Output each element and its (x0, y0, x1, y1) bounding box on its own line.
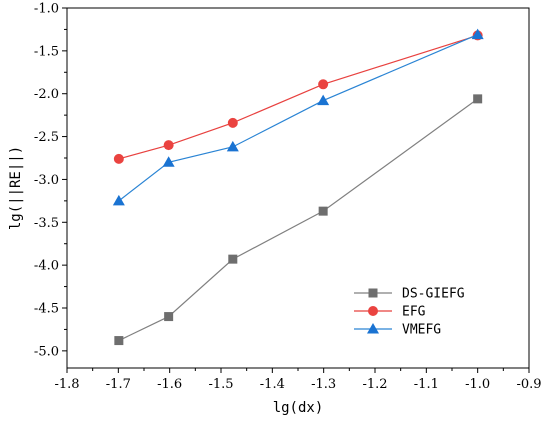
data-point-ds-giefg (228, 254, 238, 264)
data-point-efg (318, 79, 329, 90)
data-point-ds-giefg (318, 206, 328, 216)
x-axis-title: lg(dx) (273, 400, 324, 416)
data-point-ds-giefg (114, 336, 124, 346)
x-tick-label: -1.2 (362, 377, 387, 392)
y-tick-label: -2.0 (34, 87, 59, 102)
x-tick-label: -1.0 (465, 377, 490, 392)
y-tick-label: -2.5 (34, 130, 59, 145)
legend: DS-GIEFG EFG VMEFG (354, 287, 465, 338)
x-tick-label: -1.6 (157, 377, 182, 392)
legend-marker (368, 288, 378, 298)
data-point-vmefg (226, 140, 239, 152)
y-tick-label: -5.0 (34, 344, 59, 359)
x-tick-label: -1.1 (414, 377, 439, 392)
x-tick-label: -1.4 (260, 377, 285, 392)
legend-item-vmefg: VMEFG (354, 323, 441, 338)
data-point-ds-giefg (473, 94, 483, 104)
data-point-vmefg (162, 156, 175, 167)
y-tick-label: -3.5 (34, 216, 59, 231)
legend-label: DS-GIEFG (402, 287, 465, 302)
legend-item-efg: EFG (354, 305, 426, 320)
series-line-efg (118, 34, 478, 160)
data-point-efg (163, 140, 174, 151)
data-point-efg (113, 153, 124, 164)
data-point-vmefg (112, 194, 125, 206)
legend-label: EFG (402, 305, 426, 320)
y-tick-label: -3.0 (34, 173, 59, 188)
data-point-ds-giefg (164, 312, 174, 322)
x-tick-label: -0.9 (516, 377, 541, 392)
x-tick-label: -1.7 (106, 377, 131, 392)
x-tick-label: -1.3 (311, 377, 336, 392)
legend-marker (367, 323, 379, 334)
y-tick-label: -4.0 (34, 259, 59, 274)
data-point-vmefg (317, 94, 330, 106)
series-ds-giefg (114, 94, 483, 346)
y-tick-label: -4.5 (34, 302, 59, 317)
series-layer (112, 28, 484, 346)
x-axis-ticks: -1.8 -1.7 -1.6 -1.5 -1.4 -1.3 -1.2 -1.1 -1.0 -0.9 (54, 368, 542, 392)
x-tick-label: -1.5 (208, 377, 233, 392)
data-point-vmefg (471, 28, 484, 40)
legend-item-ds-giefg: DS-GIEFG (354, 287, 465, 302)
legend-label: VMEFG (402, 323, 441, 338)
y-tick-label: -1.0 (34, 2, 59, 17)
data-point-efg (227, 117, 238, 128)
series-vmefg (112, 28, 484, 206)
legend-marker (368, 306, 378, 316)
x-tick-label: -1.8 (54, 377, 79, 392)
y-axis-title: lg(||RE||) (8, 146, 24, 230)
series-line-vmefg (118, 34, 478, 202)
y-axis-ticks: -5.0 -4.5 -4.0 -3.5 -3.0 -2.5 -2.0 -1.5 -1.0 (34, 2, 67, 359)
series-efg (113, 30, 483, 164)
y-tick-label: -1.5 (34, 44, 59, 59)
